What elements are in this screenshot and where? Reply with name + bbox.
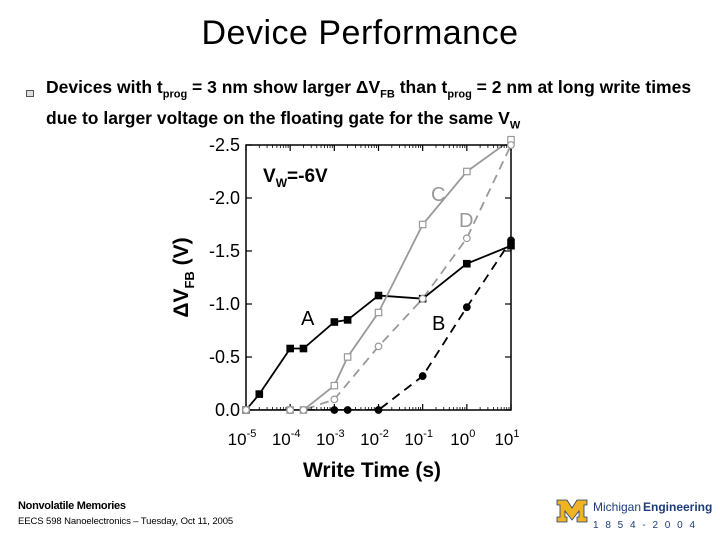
logo-years: 1 8 5 4 - 2 0 0 4 [593,520,697,531]
x-tick-label: 100 [450,428,475,449]
series-C-point [374,308,383,317]
logo-word-engineering: Engineering [643,500,712,514]
series-A-point [343,316,352,324]
series-B-point [507,236,515,245]
y-tick-label: -1.0 [209,294,240,314]
series-A-line [246,244,511,410]
y-tick-label: -2.5 [209,135,240,155]
y-axis-title: ΔVFB (V) [170,237,197,317]
bullet-part-4: = 2 nm at long write times due to larger… [46,77,692,128]
bullet-sub-1: prog [162,88,188,101]
series-D-point [242,406,250,414]
series-A-point [299,344,308,353]
y-tick-label: -2.0 [209,188,240,208]
bullet-sub-3: prog [447,88,472,101]
x-tick-label: 10-5 [228,428,257,449]
bullet-part-2: = 3 nm show larger ΔV [187,77,381,97]
series-B-point [418,372,427,380]
series-D-line [246,145,511,410]
series-C-point [418,220,427,229]
series-C-point [330,381,339,390]
series-label-b: B [432,313,445,335]
series-B-line [246,239,511,410]
y-tick-label: 0.0 [215,400,240,420]
write-time-chart: 0.0 -0.5 -1.0 -1.5 -2.0 -2.5 10-5 10-4 10-3 10-2 1… [170,135,520,482]
series-A-point [374,291,383,300]
x-axis-title: Write Time (s) [303,459,441,482]
series-A-point [330,318,339,326]
series-A-point [286,344,294,353]
series-B-point [330,406,339,414]
series-B-point [343,406,352,414]
x-tick-label: 10-4 [272,428,301,449]
block-m-icon [556,499,588,523]
bullet-sub-4: W [509,119,521,131]
y-tick-label: -0.5 [209,347,240,367]
bullet-part-1: Devices with t [46,77,163,97]
bullet-square-icon [26,90,34,97]
x-tick-label: 10-2 [360,428,389,449]
bullet-part-3: than t [394,77,448,97]
series-B-point [462,303,471,312]
michigan-engineering-logo: Michigan Engineering 1 8 5 4 - 2 0 0 4 [556,499,712,531]
series-A-point [463,259,471,268]
footer-course: Nonvolatile Memories [18,500,126,512]
series-D-point [462,234,471,243]
series-label-c: C [431,184,445,206]
series-label-d: D [459,210,473,232]
series-D-point [299,406,308,414]
bullet-sub-2: FB [380,88,395,101]
bullet-text: Devices with tprog = 3 nm show larger ΔV… [46,76,711,137]
series-D-point [330,395,339,404]
series-B-point [374,406,383,414]
series-C-point [463,167,471,176]
series-C-point [343,353,352,361]
x-tick-label: 10-1 [404,428,433,449]
series-label-a: A [301,308,315,330]
series-D-point [286,406,295,414]
series-D-point [507,141,515,149]
x-tick-label: 10-3 [316,428,345,449]
series-D-point [374,342,383,351]
vw-annotation: VW=-6V [263,166,328,190]
logo-word-michigan: Michigan [593,500,641,514]
y-tick-label: -1.5 [209,241,240,261]
slide-title: Device Performance [201,14,519,52]
series-A-point [255,390,264,398]
footer-info: EECS 598 Nanoelectronics – Tuesday, Oct … [18,516,234,527]
x-tick-label: 101 [494,428,519,449]
series-D-point [418,294,427,303]
